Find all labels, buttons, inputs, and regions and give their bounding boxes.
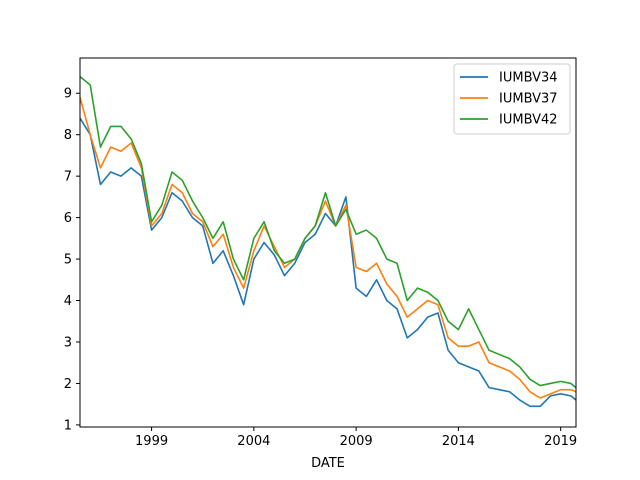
series-layer: [79, 76, 577, 408]
y-tick-label: 7: [64, 170, 72, 185]
y-tick-label: 9: [64, 87, 72, 102]
x-tick-label: 2019: [544, 434, 577, 449]
x-tick-label: 2014: [442, 434, 475, 449]
plot-frame: [79, 57, 577, 428]
series-line-iumbv42: [79, 76, 577, 389]
y-tick-label: 1: [64, 418, 72, 433]
legend-label: IUMBV42: [499, 113, 558, 128]
y-tick-label: 6: [64, 211, 72, 226]
x-tick-label: 2004: [237, 434, 270, 449]
x-tick-label: 1999: [135, 434, 168, 449]
y-tick-label: 3: [64, 336, 72, 351]
legend-label: IUMBV37: [499, 92, 558, 107]
x-axis-label: DATE: [311, 456, 345, 471]
y-tick-label: 5: [64, 253, 72, 268]
series-line-iumbv34: [79, 117, 577, 408]
y-tick-label: 2: [64, 377, 72, 392]
y-axis: 1 2 3 4 5 6 7 8 9: [64, 87, 80, 433]
legend-label: IUMBV34: [499, 71, 558, 86]
y-tick-label: 8: [64, 128, 72, 143]
series-line-iumbv37: [79, 97, 577, 399]
legend-box: [453, 63, 571, 135]
y-tick-label: 4: [64, 294, 72, 309]
x-axis: 1999 2004 2009 2014 2019: [135, 427, 577, 449]
legend: IUMBV34 IUMBV37 IUMBV42: [453, 63, 571, 135]
x-tick-label: 2009: [340, 434, 373, 449]
